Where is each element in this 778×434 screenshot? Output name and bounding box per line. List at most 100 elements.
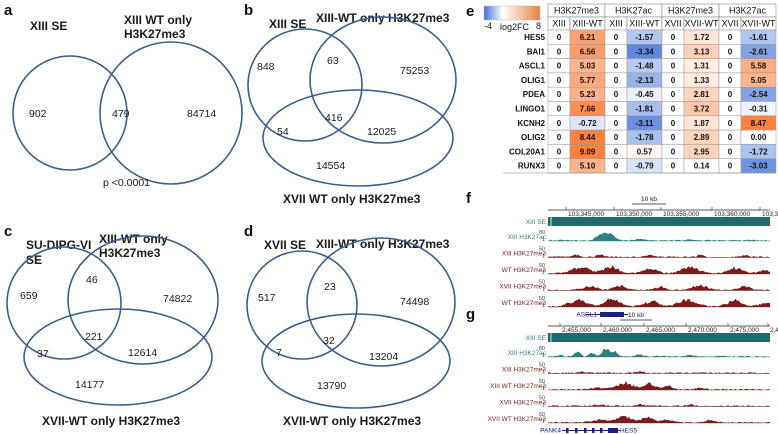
panel-c-letter: c <box>4 223 12 240</box>
cell-value: -1.78 <box>635 133 654 142</box>
signal-track <box>548 284 770 291</box>
venn-c-count: 659 <box>20 290 38 302</box>
venn-a-circle-left <box>12 55 128 171</box>
cell-value: -0.79 <box>635 162 654 171</box>
cell-value: -2.61 <box>749 47 768 56</box>
cell-value: 0 <box>671 90 676 99</box>
signal-track <box>548 415 770 423</box>
gene-label: OLIG2 <box>521 133 546 142</box>
cell-value: 1.87 <box>694 119 710 128</box>
track-label: XIII H3K27me3 <box>502 367 546 374</box>
venn-c-circle-top <box>67 235 219 365</box>
venn-c-top-label-2: H3K27me3 <box>99 246 161 260</box>
venn-a-count: 902 <box>29 108 47 120</box>
signal-track <box>548 348 770 357</box>
cell-value: 0.14 <box>694 162 710 171</box>
cell-value: 0 <box>614 162 619 171</box>
venn-b-count: 75253 <box>400 65 429 77</box>
axis-tick-label: 103,355,000 <box>663 211 700 218</box>
group-header: H3K27ac <box>615 6 653 16</box>
panel-d-letter: d <box>244 223 253 240</box>
cell-value: 0 <box>557 90 562 99</box>
cell-value: 1.33 <box>694 76 710 85</box>
cell-value: 1.31 <box>694 62 710 71</box>
cell-value: 9.09 <box>580 147 596 156</box>
venn-b-bottom-label: XVII WT only H3K27me3 <box>283 192 421 206</box>
sub-header: XIII <box>552 19 566 29</box>
cell-value: 0 <box>728 90 733 99</box>
venn-d-count: 517 <box>258 292 276 304</box>
venn-a-count: 84714 <box>187 108 216 120</box>
cell-value: -1.61 <box>749 33 768 42</box>
cell-value: -1.72 <box>749 147 768 156</box>
panel-g-letter: g <box>466 306 475 323</box>
signal-track <box>548 254 770 258</box>
cell-value: 5.77 <box>580 76 596 85</box>
track-scale-max: 50 <box>539 247 545 253</box>
sub-header: XVII <box>721 19 738 29</box>
track-scale-max: 80 <box>539 346 545 352</box>
cell-value: 5.10 <box>580 162 596 171</box>
cell-value: -0.72 <box>578 119 597 128</box>
cell-value: 0 <box>728 47 733 56</box>
cell-value: 0 <box>728 119 733 128</box>
signal-track <box>548 232 770 241</box>
gene-label: BAI1 <box>527 47 546 56</box>
cell-value: -1.57 <box>635 33 654 42</box>
cell-value: 8.44 <box>580 133 596 142</box>
track-scale-max: 50 <box>539 363 545 369</box>
track-label: XVII H3K27me3 <box>499 400 546 407</box>
cell-value: 5.58 <box>751 62 767 71</box>
gene-label: OLIG1 <box>521 76 546 85</box>
track-label: XIII SE <box>526 335 547 342</box>
cell-value: 0 <box>614 76 619 85</box>
venn-d-count: 7 <box>276 347 282 359</box>
venn-d-circle-top <box>306 237 456 367</box>
venn-d-count: 74498 <box>400 296 429 308</box>
cell-value: 0.00 <box>751 133 767 142</box>
cell-value: 0 <box>728 105 733 114</box>
sub-header: XVII-WT <box>685 19 719 29</box>
gene-exon <box>600 428 603 433</box>
cell-value: -0.45 <box>635 90 654 99</box>
track-label: WT H3K27me3 <box>502 267 547 274</box>
track-scale-max: 50 <box>539 396 545 402</box>
p-value-label: p <0.0001 <box>103 177 150 189</box>
venn-b-count: 416 <box>325 112 343 124</box>
track-scale-max: 50 <box>539 379 545 385</box>
venn-c-count: 46 <box>86 274 98 286</box>
legend-max: 8 <box>536 21 541 31</box>
venn-c-circle-left <box>6 246 122 360</box>
cell-value: 0 <box>614 119 619 128</box>
venn-c-count: 12614 <box>128 347 157 359</box>
cell-value: 0 <box>614 62 619 71</box>
axis-tick-label: 2,475,000 <box>730 327 759 334</box>
cell-value: 0 <box>728 76 733 85</box>
cell-value: 0 <box>557 162 562 171</box>
cell-value: 0 <box>728 33 733 42</box>
venn-d-left-label: XVII SE <box>264 238 306 252</box>
cell-value: 0 <box>557 133 562 142</box>
axis-tick-label: 103,360,000 <box>714 211 751 218</box>
cell-value: -3.11 <box>636 119 654 128</box>
track-scale-min: 1 <box>542 403 545 409</box>
venn-b-top-label: XIII-WT only H3K27me3 <box>316 11 450 25</box>
track-label: XIII WT H3K27me3 <box>490 383 546 390</box>
cell-value: 0 <box>728 133 733 142</box>
track-scale-min: 1 <box>542 303 545 309</box>
super-enhancer-bar <box>548 333 770 342</box>
venn-d-count: 32 <box>323 335 335 347</box>
cell-value: -0.31 <box>749 105 768 114</box>
cell-value: 0 <box>557 47 562 56</box>
gene-label: ASCL1 <box>519 62 546 71</box>
venn-d-top-label: XIII-WT only H3K27me3 <box>316 237 450 251</box>
cell-value: 0 <box>671 105 676 114</box>
cell-value: 0 <box>557 62 562 71</box>
cell-value: 2.81 <box>694 90 710 99</box>
track-label: XIII SE <box>526 219 547 226</box>
genome-browser-g: 10 kb 2,455,000 2,460,000 2,465,000 2,470,00… <box>488 312 778 434</box>
cell-value: -3.34 <box>635 47 654 56</box>
cell-value: 3.72 <box>694 105 710 114</box>
legend-title: log2FC <box>500 22 530 32</box>
